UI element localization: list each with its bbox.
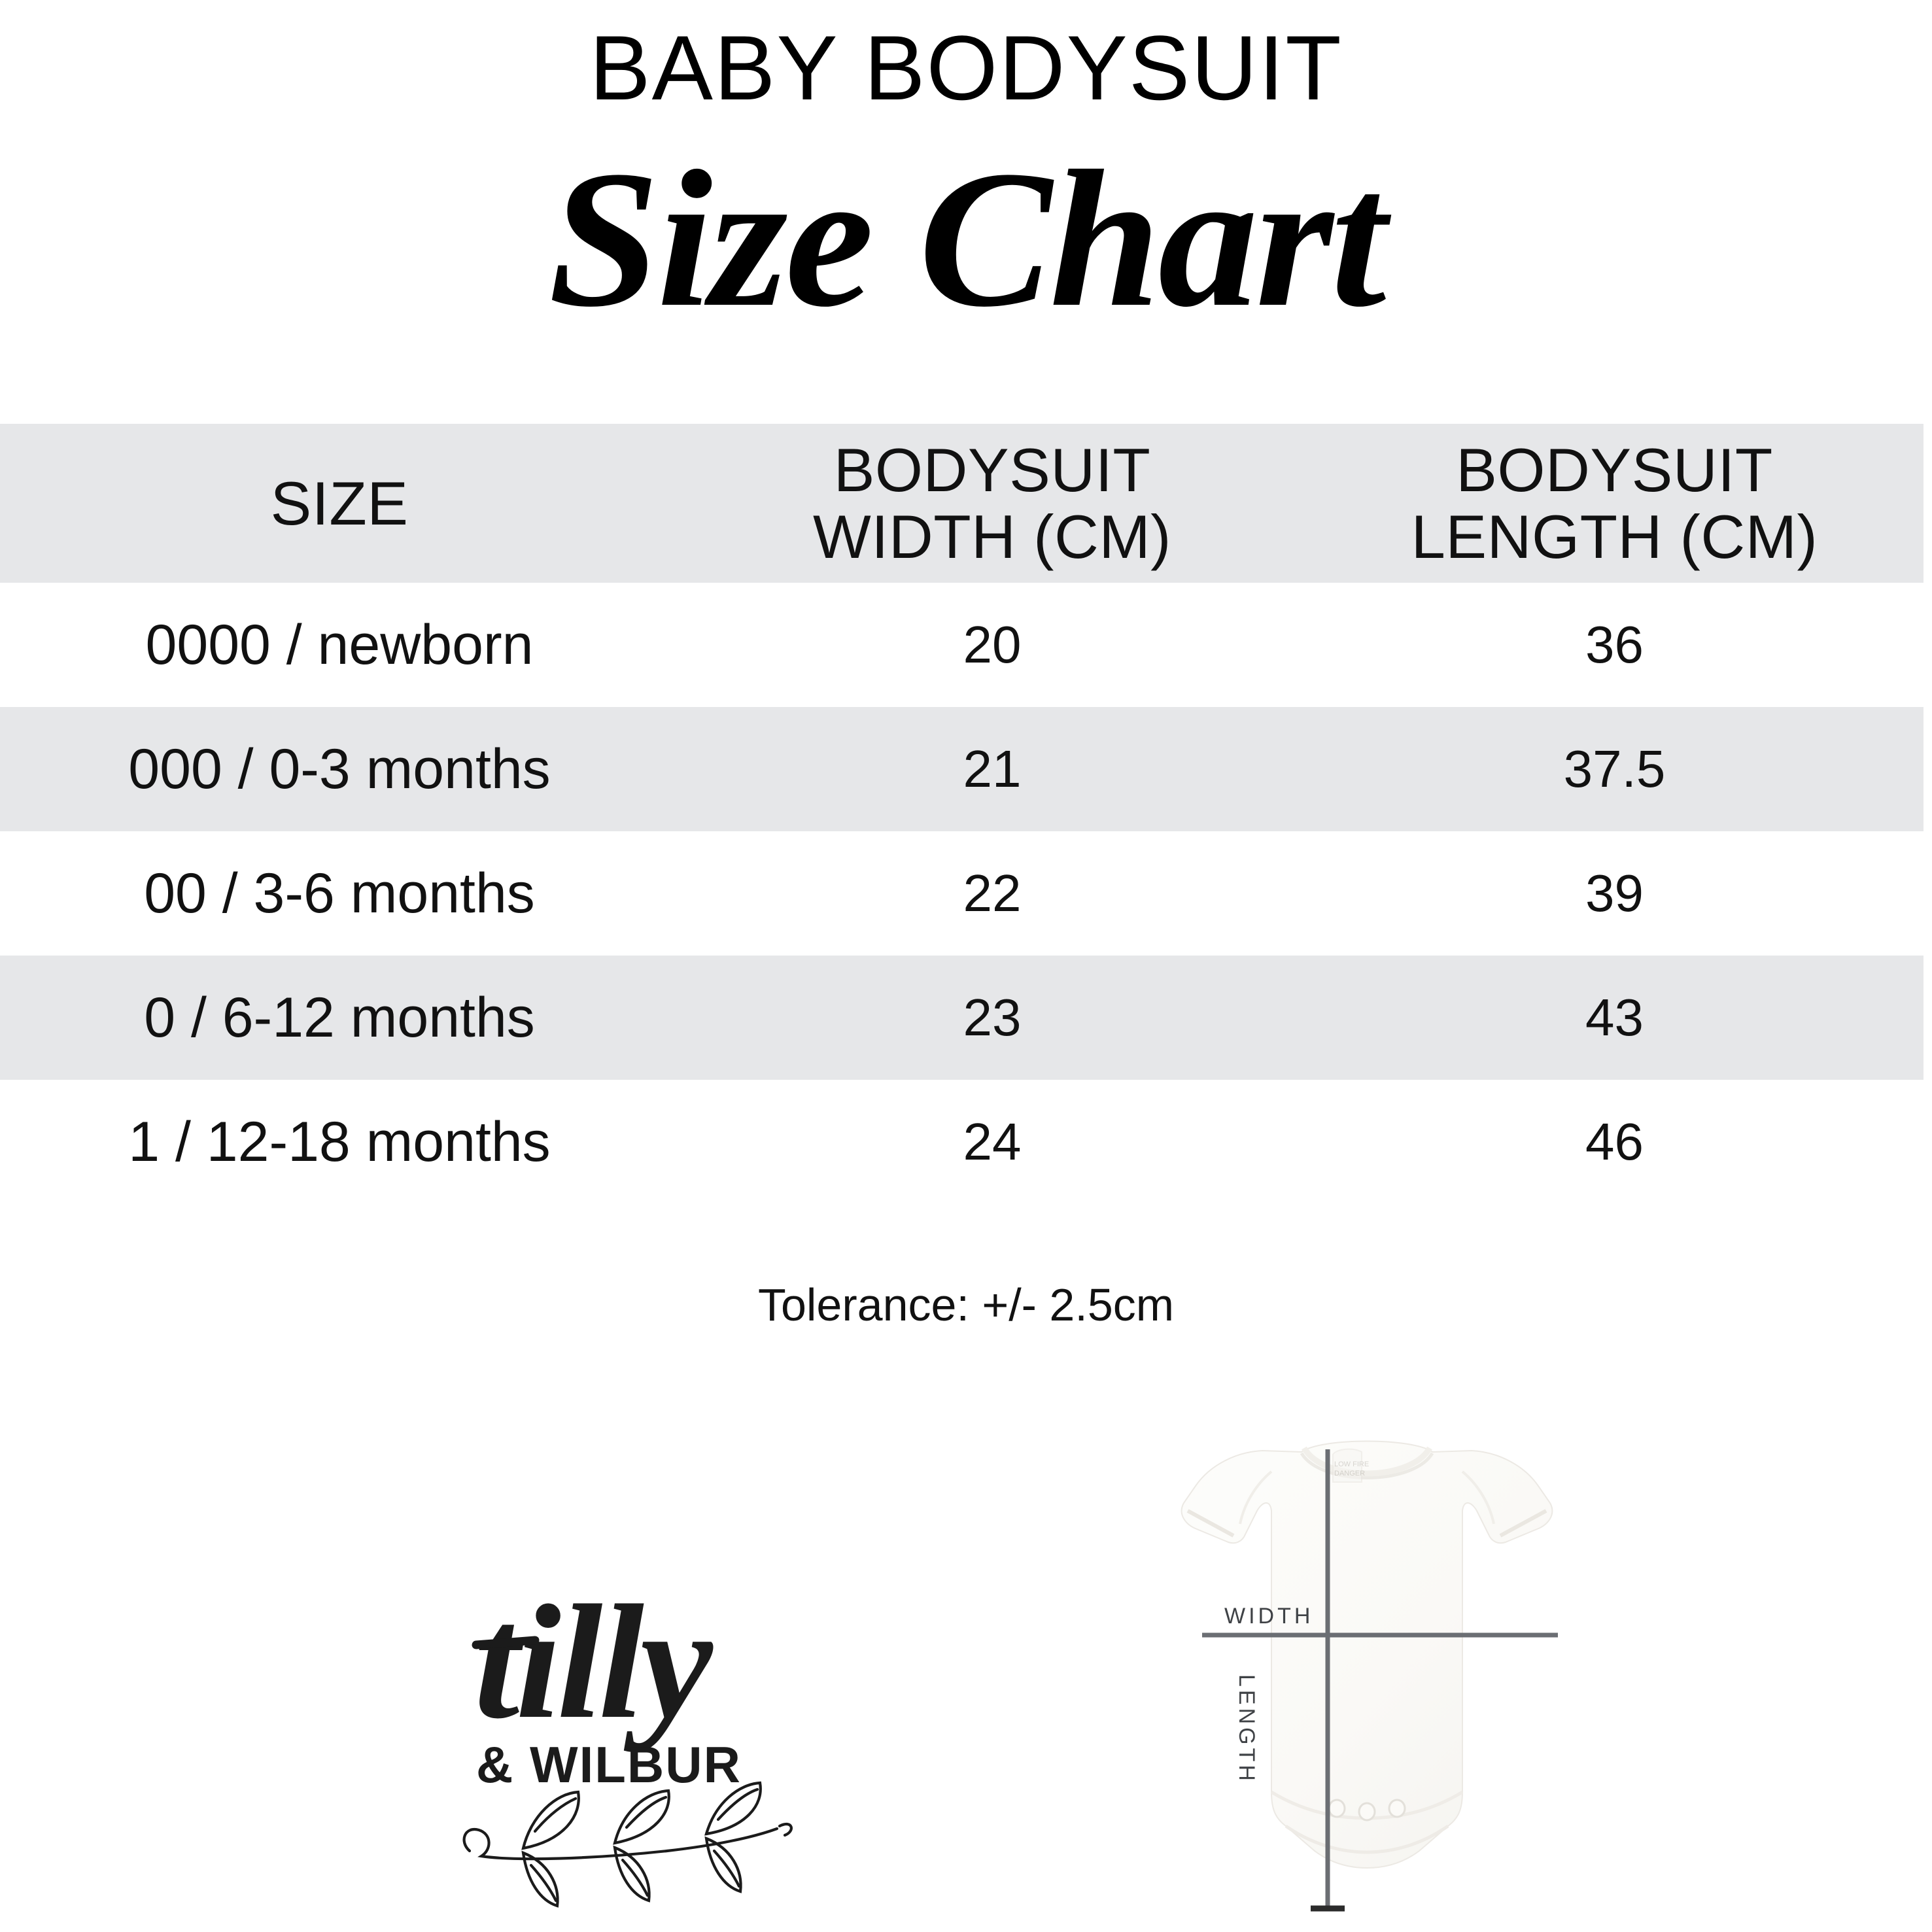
bodysuit-shoulder-seam-left <box>1239 1470 1273 1525</box>
leaf-branch-icon <box>462 1781 793 1908</box>
cell-width: 21 <box>963 740 1022 798</box>
table-row: 000 / 0-3 months 21 37.5 <box>0 707 1923 831</box>
cell-size: 000 / 0-3 months <box>128 737 551 801</box>
bodysuit-diagram: LOW FIRE DANGER <box>1105 1426 1629 1932</box>
page-title: BABY BODYSUIT <box>589 16 1343 119</box>
bodysuit-body-shape <box>1181 1440 1553 1869</box>
size-table: SIZE BODYSUIT WIDTH (CM) BODYSUIT LENGTH… <box>0 424 1923 1204</box>
script-t-crossbar <box>472 1636 540 1649</box>
table-row: 0 / 6-12 months 23 43 <box>0 956 1923 1080</box>
cell-length: 36 <box>1585 615 1644 674</box>
column-header-width-line2: WIDTH (CM) <box>813 502 1171 571</box>
brand-script-text: tilly <box>474 1572 714 1753</box>
diagram-length-label: LENGTH <box>1234 1674 1259 1784</box>
brand-logo-svg: tilly & WILBUR <box>462 1572 793 1908</box>
cell-width: 24 <box>963 1113 1022 1171</box>
bodysuit-sleeve-hem-right <box>1499 1509 1547 1538</box>
cell-length: 46 <box>1585 1113 1644 1171</box>
bodysuit-neck-tag: LOW FIRE DANGER <box>1332 1448 1369 1483</box>
bodysuit-snap-1 <box>1328 1799 1346 1818</box>
page-subtitle-script: Size Chart <box>548 130 1386 347</box>
bodysuit-snap-2 <box>1358 1802 1376 1821</box>
cell-size: 00 / 3-6 months <box>144 861 535 925</box>
cell-size: 0000 / newborn <box>145 613 534 676</box>
tolerance-note: Tolerance: +/- 2.5cm <box>757 1279 1175 1330</box>
bodysuit-snap-3 <box>1388 1799 1406 1818</box>
cell-length: 43 <box>1585 988 1644 1046</box>
table-header-row: SIZE BODYSUIT WIDTH (CM) BODYSUIT LENGTH… <box>0 424 1923 583</box>
brand-logo: tilly & WILBUR <box>419 1524 863 1916</box>
cell-width: 20 <box>963 615 1022 674</box>
column-header-width-line1: BODYSUIT <box>833 435 1151 504</box>
cell-length: 39 <box>1585 864 1644 922</box>
bodysuit-shoulder-seam-right <box>1461 1470 1495 1525</box>
cell-length: 37.5 <box>1563 740 1666 798</box>
neck-tag-line2: DANGER <box>1334 1470 1365 1477</box>
bodysuit-neckline <box>1300 1452 1434 1479</box>
cell-size: 1 / 12-18 months <box>128 1110 551 1173</box>
brand-secondary-text: & WILBUR <box>476 1736 742 1793</box>
diagram-width-label: WIDTH <box>1224 1604 1314 1629</box>
bodysuit-leg-opening-right <box>1366 1824 1449 1854</box>
bodysuit-svg: LOW FIRE DANGER <box>1181 1440 1558 1912</box>
column-header-length: BODYSUIT LENGTH (CM) <box>1305 437 1923 570</box>
cell-width: 22 <box>963 864 1022 922</box>
table-row: 0000 / newborn 20 36 <box>0 583 1923 707</box>
bodysuit-sleeve-hem-left <box>1186 1509 1235 1538</box>
bodysuit-neck-rib <box>1302 1446 1432 1477</box>
cell-width: 23 <box>963 988 1022 1046</box>
table-row: 00 / 3-6 months 22 39 <box>0 831 1923 956</box>
neck-tag-line1: LOW FIRE <box>1334 1460 1369 1468</box>
column-header-size: SIZE <box>270 468 409 538</box>
column-header-length-line2: LENGTH (CM) <box>1411 502 1818 571</box>
column-header-length-line1: BODYSUIT <box>1456 435 1773 504</box>
cell-size: 0 / 6-12 months <box>144 986 535 1049</box>
column-header-width: BODYSUIT WIDTH (CM) <box>679 437 1305 570</box>
table-row: 1 / 12-18 months 24 46 <box>0 1080 1923 1204</box>
